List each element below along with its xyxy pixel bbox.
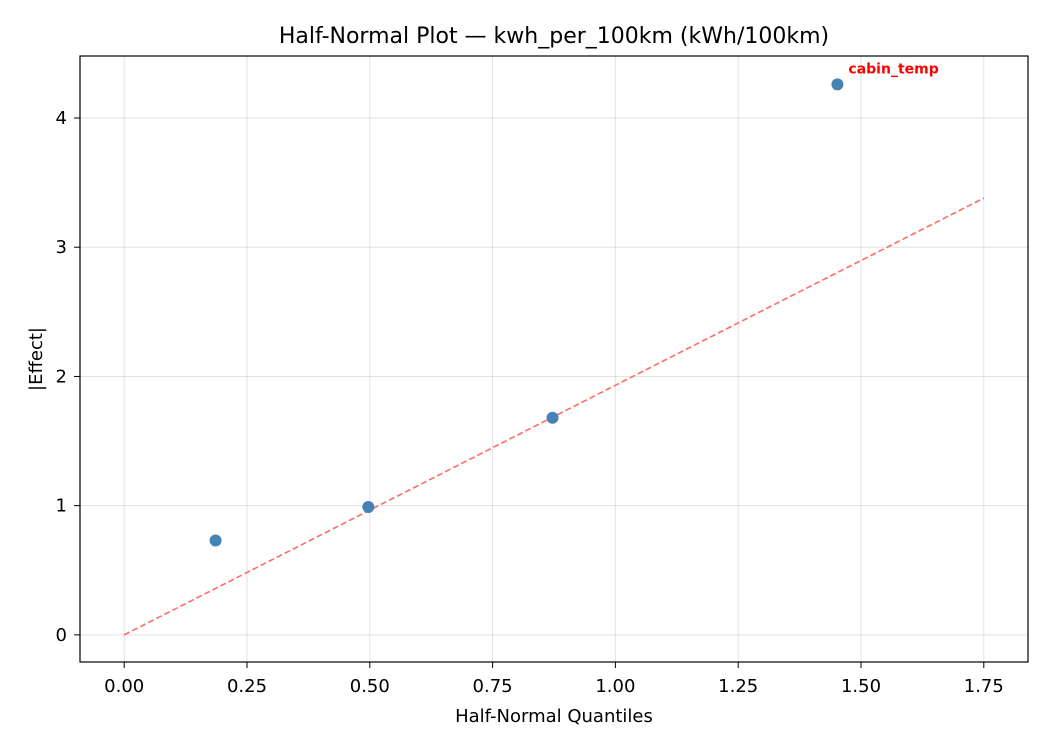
- x-tick-label: 0.25: [227, 676, 267, 697]
- y-axis-label: |Effect|: [26, 327, 47, 391]
- grid: [80, 56, 1028, 662]
- y-axis-ticks: 0 1 2 3 4: [56, 108, 80, 646]
- x-tick-label: 1.50: [841, 676, 881, 697]
- data-point: [546, 411, 559, 424]
- point-annotation: cabin_temp: [848, 61, 938, 77]
- y-tick-label: 4: [56, 108, 67, 129]
- y-tick-label: 3: [56, 237, 67, 258]
- chart-title: Half-Normal Plot — kwh_per_100km (kWh/10…: [279, 24, 829, 49]
- x-tick-label: 0.00: [104, 676, 144, 697]
- y-tick-label: 1: [56, 496, 67, 517]
- data-point: [209, 534, 222, 547]
- plot-frame: [79, 55, 1029, 663]
- x-tick-label: 0.50: [350, 676, 390, 697]
- y-tick-label: 0: [56, 625, 67, 646]
- y-tick-label: 2: [56, 366, 67, 387]
- x-axis-ticks: 0.00 0.25 0.50 0.75 1.00 1.25 1.50 1.75: [104, 662, 1004, 697]
- data-point: [831, 78, 844, 91]
- annotations-layer: cabin_temp: [848, 61, 938, 77]
- data-point: [362, 500, 375, 513]
- x-tick-label: 0.75: [473, 676, 513, 697]
- x-tick-label: 1.25: [718, 676, 758, 697]
- x-axis-label: Half-Normal Quantiles: [455, 706, 653, 727]
- points-layer: [209, 78, 844, 547]
- x-tick-label: 1.00: [595, 676, 635, 697]
- x-tick-label: 1.75: [964, 676, 1004, 697]
